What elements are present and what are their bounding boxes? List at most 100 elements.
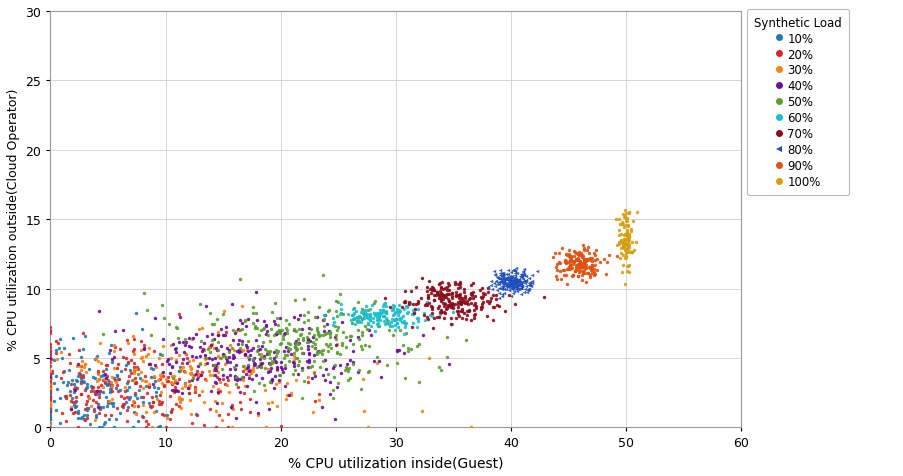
30% <box>79 368 94 376</box>
40% <box>195 345 209 353</box>
40% <box>175 355 190 363</box>
70% <box>441 301 455 309</box>
70% <box>451 299 465 307</box>
70% <box>426 286 441 294</box>
50% <box>389 359 404 367</box>
50% <box>250 342 265 350</box>
70% <box>448 300 462 307</box>
30% <box>237 365 252 373</box>
40% <box>91 404 106 411</box>
20% <box>210 374 225 381</box>
100% <box>613 245 628 252</box>
80% <box>523 279 537 287</box>
90% <box>576 258 591 266</box>
90% <box>566 253 581 260</box>
10% <box>95 424 109 431</box>
30% <box>210 352 225 360</box>
40% <box>250 409 265 417</box>
10% <box>183 369 198 377</box>
70% <box>408 300 423 308</box>
30% <box>164 372 179 380</box>
50% <box>289 346 303 354</box>
80% <box>495 279 509 287</box>
60% <box>376 309 390 317</box>
50% <box>275 332 290 340</box>
20% <box>98 362 113 369</box>
10% <box>43 407 58 414</box>
30% <box>183 366 198 373</box>
20% <box>243 409 257 416</box>
30% <box>152 354 166 362</box>
70% <box>469 305 483 313</box>
30% <box>174 384 189 392</box>
50% <box>409 342 424 350</box>
70% <box>452 312 466 320</box>
30% <box>182 369 197 377</box>
30% <box>134 355 148 363</box>
80% <box>508 264 523 272</box>
40% <box>276 368 291 376</box>
40% <box>168 387 182 395</box>
40% <box>259 350 274 358</box>
40% <box>247 362 261 369</box>
50% <box>301 309 315 317</box>
70% <box>474 303 489 311</box>
20% <box>122 372 136 380</box>
40% <box>243 347 257 355</box>
60% <box>348 320 362 328</box>
60% <box>397 321 412 328</box>
80% <box>494 285 508 293</box>
10% <box>113 387 127 394</box>
60% <box>369 314 384 321</box>
20% <box>167 383 182 391</box>
30% <box>182 357 196 365</box>
60% <box>359 311 374 318</box>
80% <box>503 269 517 277</box>
70% <box>451 280 465 288</box>
50% <box>205 337 219 344</box>
40% <box>237 352 252 359</box>
X-axis label: % CPU utilization inside(Guest): % CPU utilization inside(Guest) <box>288 455 503 469</box>
40% <box>221 347 236 355</box>
40% <box>230 340 245 347</box>
10% <box>57 345 71 352</box>
30% <box>105 383 119 390</box>
30% <box>43 380 58 388</box>
50% <box>344 311 358 319</box>
50% <box>386 331 400 339</box>
30% <box>182 396 197 404</box>
50% <box>289 355 303 362</box>
10% <box>46 397 61 405</box>
40% <box>193 372 208 379</box>
80% <box>486 279 500 287</box>
80% <box>490 285 505 293</box>
30% <box>43 401 58 409</box>
90% <box>573 259 588 267</box>
70% <box>433 307 448 315</box>
70% <box>453 300 468 308</box>
40% <box>229 414 244 422</box>
30% <box>225 424 239 431</box>
50% <box>198 354 212 362</box>
50% <box>339 333 353 341</box>
80% <box>506 277 520 285</box>
60% <box>410 314 424 322</box>
20% <box>220 424 235 431</box>
70% <box>433 296 448 304</box>
10% <box>43 399 58 407</box>
30% <box>250 411 265 419</box>
70% <box>450 301 464 308</box>
80% <box>511 276 526 283</box>
100% <box>619 240 633 248</box>
40% <box>391 346 405 354</box>
50% <box>340 367 355 375</box>
50% <box>270 349 284 357</box>
80% <box>489 281 503 288</box>
10% <box>77 415 91 423</box>
90% <box>576 245 591 252</box>
90% <box>578 257 592 265</box>
60% <box>437 299 452 307</box>
40% <box>191 362 205 370</box>
40% <box>222 358 237 366</box>
70% <box>444 293 459 301</box>
